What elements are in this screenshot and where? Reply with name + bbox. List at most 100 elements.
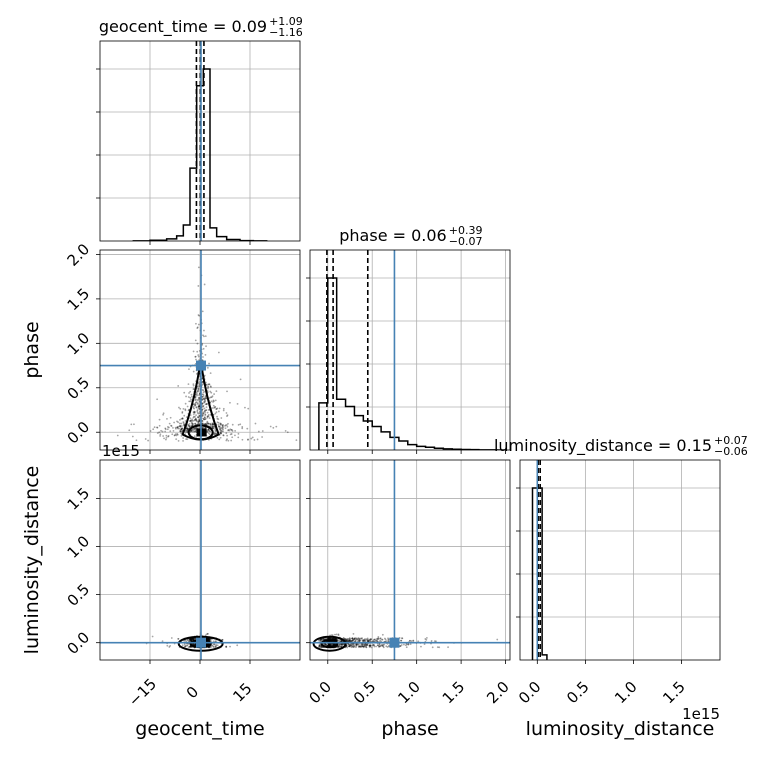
sample-point (196, 410, 199, 413)
sample-point (194, 418, 197, 421)
sample-point (366, 639, 368, 641)
sample-point (202, 405, 205, 408)
sample-point (181, 410, 184, 413)
sample-point (191, 419, 193, 422)
sample-point (207, 638, 210, 641)
sample-point (346, 639, 349, 642)
sample-point (214, 412, 217, 415)
sample-point (373, 644, 375, 647)
sample-point (198, 359, 201, 361)
sample-point (327, 643, 330, 646)
sample-point (348, 640, 350, 642)
sample-point (324, 643, 327, 646)
sample-point (191, 638, 193, 641)
sample-point (366, 638, 369, 641)
sample-point (185, 427, 188, 430)
sample-point (241, 427, 244, 430)
sample-point (205, 384, 208, 386)
sample-point (346, 646, 349, 649)
sample-point (189, 645, 192, 648)
sample-point (320, 638, 323, 641)
sample-point (336, 639, 339, 641)
sample-point (329, 644, 332, 646)
sample-point (355, 643, 357, 646)
sample-point (225, 645, 228, 648)
sample-point (180, 422, 183, 425)
sample-point (169, 644, 172, 647)
sample-point (401, 637, 403, 640)
sample-point (359, 645, 362, 648)
title-main: luminosity_distance = 0.15 (494, 436, 712, 456)
sample-point (158, 424, 161, 427)
title-geocent_time: geocent_time = 0.09 +1.09−1.16 (99, 15, 303, 39)
sample-point (345, 639, 348, 642)
sample-point (366, 640, 369, 642)
sample-point (378, 645, 381, 647)
sample-point (355, 644, 358, 647)
sample-point (381, 633, 384, 636)
sample-point (208, 646, 211, 649)
sample-point (166, 428, 169, 431)
sample-point (247, 438, 249, 441)
sample-point (208, 417, 211, 419)
sample-point (166, 644, 169, 647)
sample-point (420, 645, 422, 648)
sample-point (347, 643, 350, 646)
sample-point (327, 643, 330, 646)
sample-point (385, 645, 388, 647)
sample-point (372, 644, 375, 646)
sample-point (215, 408, 218, 410)
sample-point (194, 416, 196, 418)
sample-point (181, 417, 184, 420)
sample-point (194, 397, 197, 399)
sample-point (222, 434, 225, 437)
sample-point (206, 411, 209, 414)
sample-point (194, 418, 197, 421)
sample-point (210, 396, 213, 399)
sample-point (179, 430, 182, 432)
sample-point (364, 640, 367, 642)
sample-point (295, 439, 298, 442)
x-tick-label: −15 (125, 675, 160, 710)
sample-point (363, 640, 365, 642)
sample-point (162, 413, 165, 416)
sample-point (193, 638, 196, 640)
sample-point (336, 646, 339, 649)
sample-point (191, 638, 194, 641)
sample-point (352, 638, 354, 641)
sample-point (214, 399, 217, 402)
sample-point (212, 427, 215, 430)
sample-point (188, 638, 191, 641)
sample-point (350, 644, 353, 647)
sample-point (207, 428, 210, 431)
sample-point (335, 638, 337, 641)
sample-point (213, 393, 215, 395)
sample-point (362, 645, 364, 648)
sample-point (207, 638, 209, 640)
sample-point (198, 414, 201, 417)
panel-phase-vs-geocent_time-grid (100, 250, 300, 450)
sample-point (198, 414, 201, 417)
sample-point (211, 395, 214, 398)
sample-point (351, 644, 353, 647)
sample-point (256, 438, 259, 441)
sample-point (227, 439, 230, 442)
sample-point (198, 383, 201, 386)
sample-point (203, 283, 206, 286)
sample-point (334, 637, 337, 640)
x-tick-label: 1.5 (659, 678, 689, 708)
sample-point (362, 639, 365, 642)
sample-point (191, 423, 194, 426)
sample-point (194, 339, 197, 342)
sample-point (201, 422, 204, 425)
truth-marker (196, 360, 206, 371)
sample-point (197, 398, 200, 401)
sample-point (167, 435, 170, 438)
sample-point (196, 326, 199, 329)
sample-point (327, 644, 330, 647)
sample-point (229, 401, 231, 404)
sample-point (190, 429, 193, 432)
sample-point (198, 314, 201, 317)
sample-point (194, 404, 196, 406)
sample-point (328, 643, 330, 646)
